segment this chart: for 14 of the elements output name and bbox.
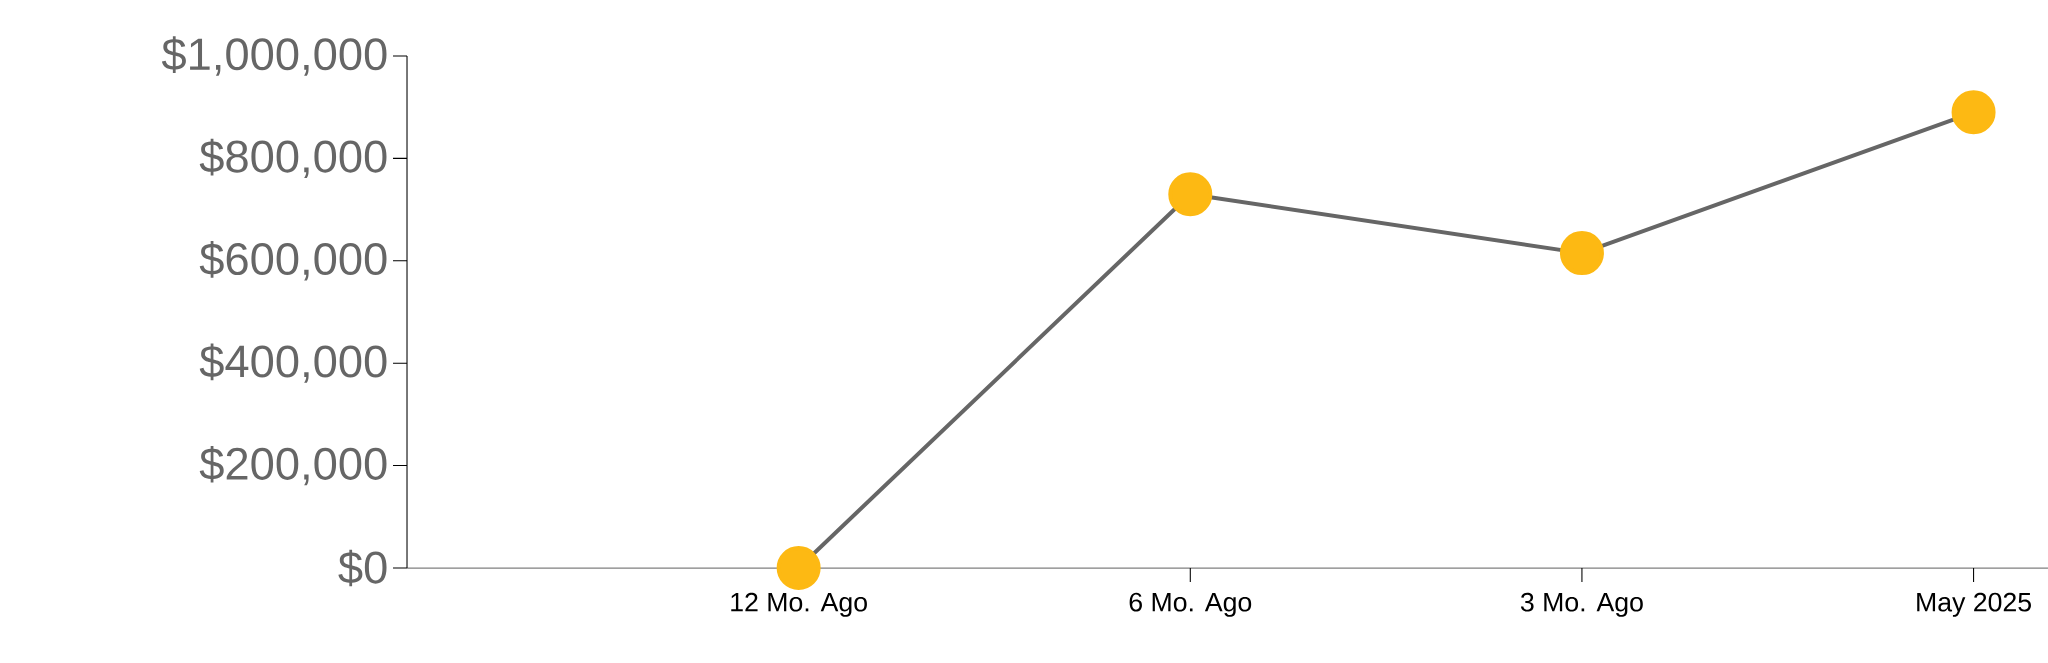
y-tick-label: $1,000,000 [161,36,387,76]
x-tick-label: 12 Mo. Ago [731,592,867,617]
y-tick-label: $0 [338,549,387,587]
point [1168,172,1213,217]
x-tick-label: 3 Mo. Ago [1520,592,1643,617]
point [1951,90,1996,135]
y-tick-label: $200,000 [199,445,387,486]
x-tick-label: 6 Mo. Ago [1129,592,1252,617]
y-tick-label: $600,000 [199,241,387,281]
x-tick-label: May 2025 [1917,592,2031,617]
point [1559,231,1604,276]
point [776,545,821,590]
y-tick-label: $800,000 [199,138,387,179]
y-tick-label: $400,000 [199,343,387,383]
